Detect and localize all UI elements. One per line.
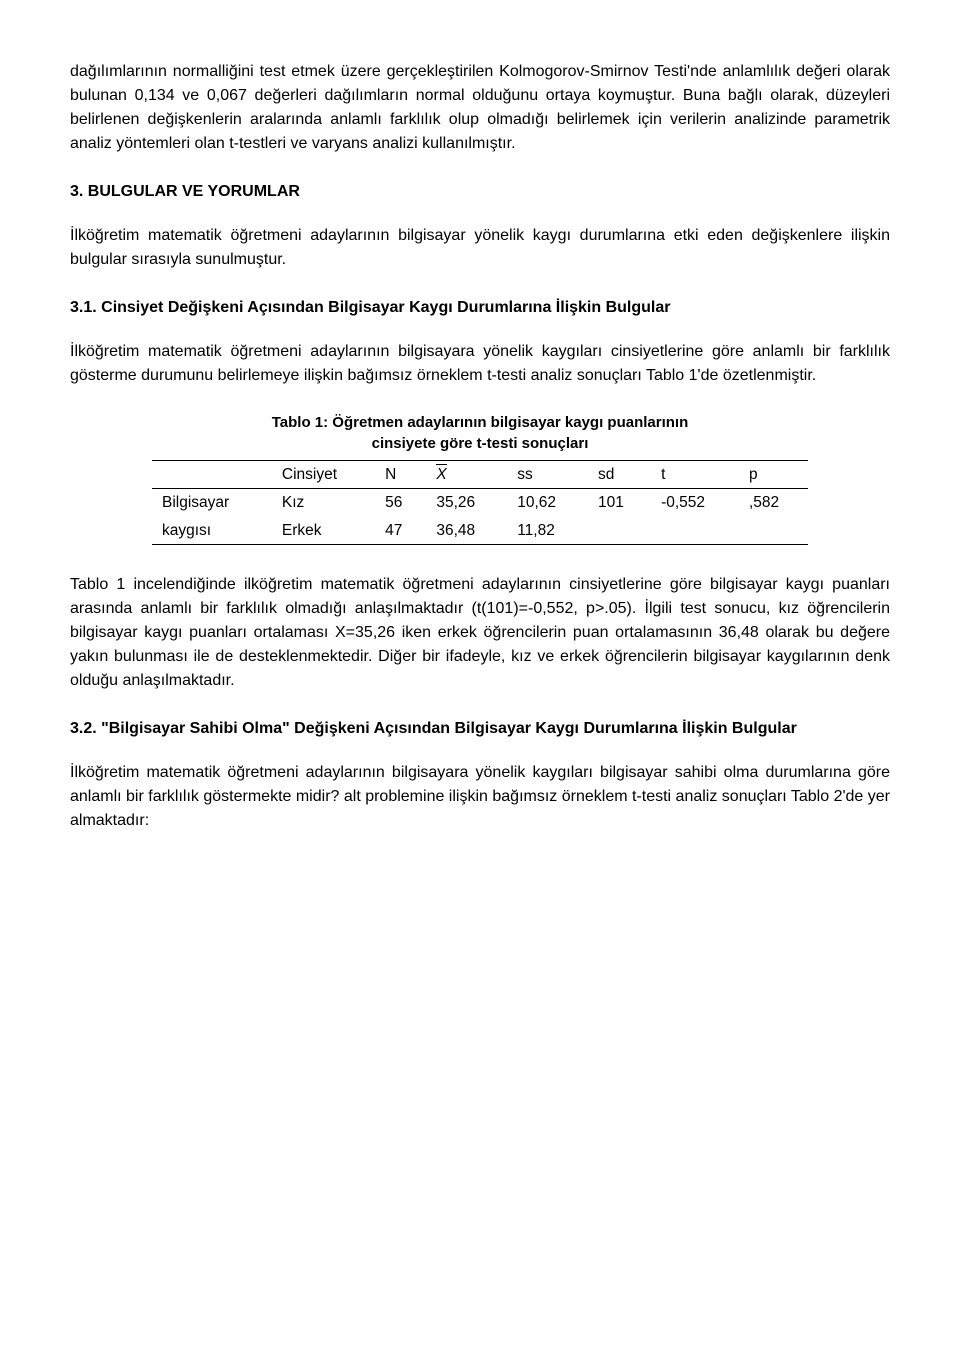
cell: 47 <box>375 517 426 545</box>
th-p: p <box>739 461 808 489</box>
th-sd: sd <box>588 461 651 489</box>
section-3-heading: 3. BULGULAR VE YORUMLAR <box>70 180 890 204</box>
cell <box>588 517 651 545</box>
cell: 10,62 <box>507 489 588 517</box>
table-header-row: Cinsiyet N X ss sd t p <box>152 461 808 489</box>
section-3-1-heading: 3.1. Cinsiyet Değişkeni Açısından Bilgis… <box>70 296 890 320</box>
table-1-title-line1: Tablo 1: Öğretmen adaylarının bilgisayar… <box>272 414 689 431</box>
table-row: kaygısı Erkek 47 36,48 11,82 <box>152 517 808 545</box>
th-cinsiyet: Cinsiyet <box>272 461 375 489</box>
th-ss: ss <box>507 461 588 489</box>
cell: -0,552 <box>651 489 739 517</box>
cell <box>651 517 739 545</box>
cell: ,582 <box>739 489 808 517</box>
table-row: Bilgisayar Kız 56 35,26 10,62 101 -0,552… <box>152 489 808 517</box>
table-1-discussion: Tablo 1 incelendiğinde ilköğretim matema… <box>70 573 890 693</box>
cell: 36,48 <box>426 517 507 545</box>
th-t: t <box>651 461 739 489</box>
section-3-intro: İlköğretim matematik öğretmeni adayların… <box>70 224 890 272</box>
th-blank <box>152 461 272 489</box>
section-3-1-intro: İlköğretim matematik öğretmeni adayların… <box>70 340 890 388</box>
cell: kaygısı <box>152 517 272 545</box>
cell <box>739 517 808 545</box>
cell: Erkek <box>272 517 375 545</box>
intro-paragraph: dağılımlarının normalliğini test etmek ü… <box>70 60 890 156</box>
table-1-title-line2: cinsiyete göre t-testi sonuçları <box>372 435 589 452</box>
cell: 35,26 <box>426 489 507 517</box>
section-3-2-heading: 3.2. "Bilgisayar Sahibi Olma" Değişkeni … <box>70 717 890 741</box>
table-1-container: Tablo 1: Öğretmen adaylarının bilgisayar… <box>152 412 808 545</box>
cell: Bilgisayar <box>152 489 272 517</box>
th-xbar: X <box>426 461 507 489</box>
table-1: Cinsiyet N X ss sd t p Bilgisayar Kız 56… <box>152 460 808 545</box>
cell: 11,82 <box>507 517 588 545</box>
cell: 56 <box>375 489 426 517</box>
cell: Kız <box>272 489 375 517</box>
table-1-title: Tablo 1: Öğretmen adaylarının bilgisayar… <box>152 412 808 454</box>
cell: 101 <box>588 489 651 517</box>
section-3-2-intro: İlköğretim matematik öğretmeni adayların… <box>70 761 890 833</box>
th-n: N <box>375 461 426 489</box>
